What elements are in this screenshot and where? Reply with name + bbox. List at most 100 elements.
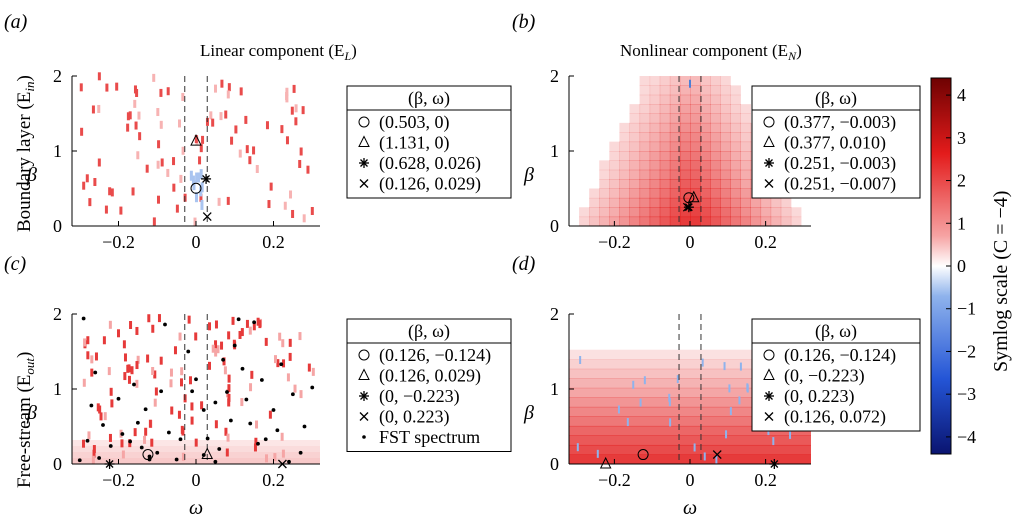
heatmap-cell bbox=[283, 201, 287, 210]
marker-circle-shape bbox=[190, 182, 202, 194]
heatmap-cell bbox=[629, 169, 641, 180]
heatmap-cell bbox=[710, 216, 721, 227]
heatmap-cell bbox=[690, 169, 701, 180]
heatmap-cell bbox=[649, 141, 661, 152]
heatmap-cell bbox=[273, 453, 277, 462]
heatmap-cell bbox=[690, 216, 701, 227]
heatmap-cell bbox=[659, 104, 671, 114]
heatmap-cell bbox=[679, 141, 691, 152]
heatmap-cell bbox=[589, 197, 600, 208]
heatmap-cell bbox=[669, 132, 681, 143]
heatmap-cell bbox=[227, 384, 231, 393]
heatmap-cell bbox=[617, 405, 620, 414]
legend-symbol-cross-stroke-2 bbox=[764, 412, 774, 421]
heatmap-cell bbox=[153, 370, 157, 379]
heatmap-cell bbox=[750, 216, 762, 227]
heatmap-cell bbox=[740, 216, 751, 227]
legend-header: (β, ω) bbox=[408, 321, 450, 342]
heatmap-cell bbox=[256, 317, 260, 326]
heatmap-cell bbox=[227, 393, 231, 402]
heatmap-cell bbox=[579, 207, 590, 218]
heatmap-cell bbox=[659, 122, 671, 133]
heatmap-cell bbox=[669, 151, 681, 161]
heatmap-cell bbox=[150, 438, 154, 447]
marker-asterisk bbox=[683, 202, 694, 213]
heatmap-cell bbox=[107, 367, 111, 376]
heatmap-cell bbox=[760, 197, 772, 208]
heatmap-cell bbox=[679, 76, 691, 86]
heatmap-cell bbox=[679, 160, 691, 171]
heatmap-cell bbox=[720, 188, 731, 199]
heatmap-cell bbox=[649, 216, 661, 227]
heatmap-cell bbox=[669, 94, 681, 105]
heatmap-cell bbox=[669, 141, 681, 152]
fst-spectrum-point bbox=[232, 343, 237, 348]
heatmap-cell bbox=[311, 367, 315, 376]
heatmap-cell bbox=[629, 160, 641, 171]
heatmap-cell bbox=[619, 207, 630, 218]
legend-box bbox=[751, 318, 921, 432]
legend-symbol-circle bbox=[358, 349, 370, 361]
heatmap-cell bbox=[740, 132, 751, 143]
fst-spectrum-point bbox=[240, 366, 245, 371]
heatmap-cell bbox=[217, 197, 221, 206]
fst-spectrum-point bbox=[201, 408, 206, 412]
heatmap-cell bbox=[690, 76, 701, 86]
heatmap-cell bbox=[599, 188, 610, 199]
heatmap-cell bbox=[649, 188, 661, 199]
heatmap-cell bbox=[659, 160, 671, 171]
heatmap-cell bbox=[123, 353, 127, 362]
heatmap-cell bbox=[659, 141, 671, 152]
fst-spectrum-point bbox=[279, 362, 284, 367]
heatmap-cell bbox=[730, 169, 741, 180]
heatmap-cell bbox=[169, 368, 173, 377]
heatmap-cell bbox=[126, 123, 130, 132]
heatmap-cell bbox=[576, 443, 579, 452]
colorbar-tick-label: 0 bbox=[957, 256, 966, 276]
heatmap-cell bbox=[619, 132, 630, 143]
y-tick-label: 0 bbox=[550, 216, 559, 236]
heatmap-cell bbox=[619, 179, 630, 189]
heatmap-cell bbox=[639, 94, 651, 105]
heatmap-cell bbox=[306, 165, 310, 174]
heatmap-cell bbox=[639, 151, 651, 161]
heatmap-cell bbox=[629, 104, 641, 114]
heatmap-cell bbox=[649, 94, 661, 105]
heatmap-cell bbox=[649, 104, 661, 114]
heatmap-cell bbox=[669, 85, 681, 96]
fst-spectrum-point bbox=[205, 436, 210, 441]
y-axis-label: β bbox=[26, 164, 37, 186]
legend-symbol-cross bbox=[764, 179, 774, 188]
heatmap-cell bbox=[730, 132, 741, 143]
heatmap-cell bbox=[200, 401, 204, 410]
heatmap-cell bbox=[291, 209, 295, 218]
colorbar-tick-label: 3 bbox=[957, 128, 966, 148]
fst-spectrum-point bbox=[194, 377, 198, 382]
marker-cross bbox=[682, 202, 692, 212]
x-tick-label: 0.2 bbox=[754, 470, 777, 490]
heatmap-cell bbox=[710, 207, 721, 218]
heatmap-cell bbox=[248, 156, 252, 165]
heatmap-cell bbox=[294, 104, 298, 113]
panel-d: 0 1 2 −0.2 0 0.2 β ω (β, ω) (0.126, −0.124)(0, −0… bbox=[523, 304, 921, 519]
heatmap-cell bbox=[740, 207, 751, 218]
y-tick-label: 1 bbox=[550, 379, 559, 399]
heatmap-cell bbox=[710, 76, 721, 86]
legend-symbol-dot bbox=[362, 435, 366, 439]
heatmap-cell bbox=[659, 132, 671, 143]
heatmap-cell bbox=[629, 122, 641, 133]
fst-spectrum-point bbox=[275, 428, 280, 433]
heatmap-cell bbox=[159, 120, 163, 129]
heatmap-cells bbox=[79, 72, 314, 226]
panel-label-b: (b) bbox=[512, 11, 536, 33]
heatmap-cell bbox=[178, 332, 182, 341]
legend-symbol-circle bbox=[763, 349, 775, 361]
heatmap-cell bbox=[619, 151, 630, 161]
heatmap-cell bbox=[720, 104, 731, 114]
heatmap-cell bbox=[293, 384, 297, 393]
x-tick-label: −0.2 bbox=[598, 232, 631, 252]
legend-entry-label: (1.131, 0) bbox=[379, 133, 450, 154]
heatmap-cell bbox=[725, 430, 728, 439]
heatmap-cell bbox=[632, 380, 635, 389]
heatmap-cell bbox=[91, 455, 95, 464]
